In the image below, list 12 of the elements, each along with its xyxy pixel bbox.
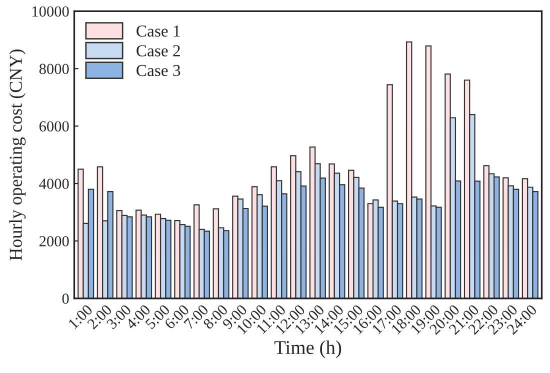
y-tick-label: 2000 bbox=[40, 236, 69, 246]
bar bbox=[78, 168, 84, 298]
legend-label: Case 1 bbox=[136, 25, 180, 37]
legend-label: Case 2 bbox=[136, 45, 180, 56]
legend-label: Case 3 bbox=[136, 64, 180, 76]
y-tick-label: 4000 bbox=[39, 178, 69, 189]
y-tick-label: 0 bbox=[62, 294, 69, 304]
y-tick-label: 6000 bbox=[39, 121, 69, 132]
y-tick-label: 8000 bbox=[39, 64, 69, 74]
y-tick-label: 10000 bbox=[32, 6, 69, 17]
y-axis-title: Hourly operating cost (CNY) bbox=[9, 50, 26, 260]
x-axis-title: Time (h) bbox=[274, 340, 342, 358]
